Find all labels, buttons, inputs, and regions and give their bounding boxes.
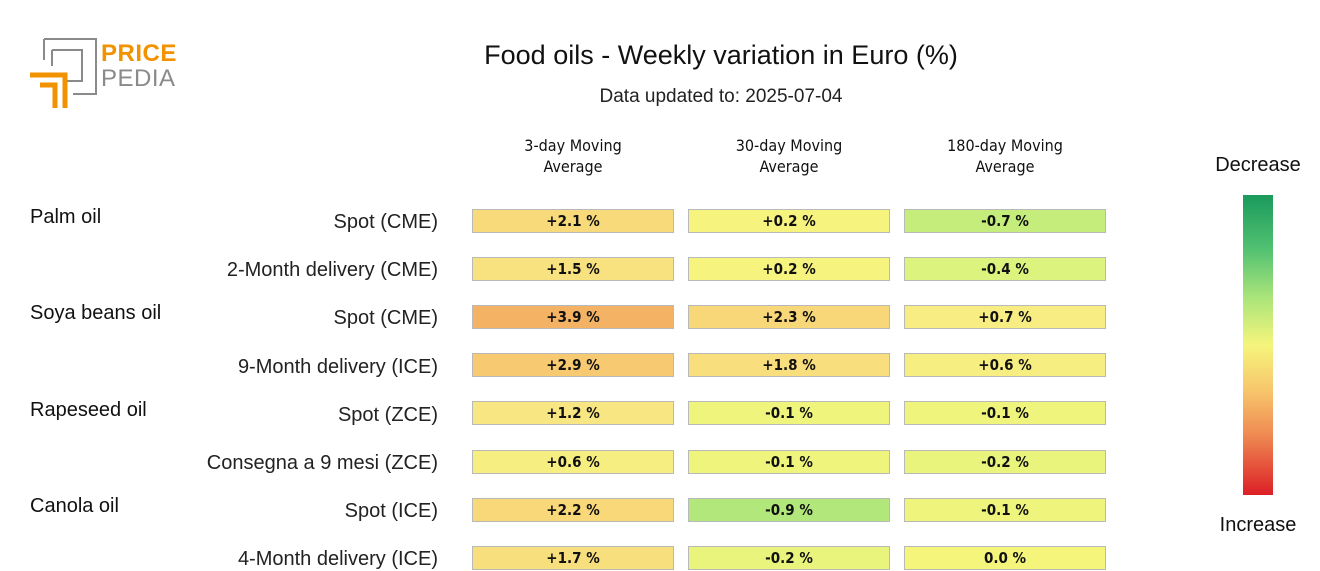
heatmap-cell: +2.1 % — [472, 209, 674, 233]
heatmap-cell: -0.1 % — [904, 401, 1106, 425]
logo-text-price: PRICE — [101, 40, 177, 67]
column-header-line: Average — [759, 157, 819, 176]
heatmap-cell: +0.2 % — [688, 257, 890, 281]
heatmap-cell: -0.2 % — [904, 450, 1106, 474]
heatmap-cell: +2.3 % — [688, 305, 890, 329]
column-header-180day: 180-day Moving Average — [904, 135, 1106, 177]
group-label-canola-oil: Canola oil — [30, 495, 119, 517]
heatmap-cell: -0.9 % — [688, 498, 890, 522]
heatmap-cell: +3.9 % — [472, 305, 674, 329]
row-label: Spot (CME) — [333, 211, 438, 233]
logo-mark-icon — [30, 38, 97, 108]
column-header-3day: 3-day Moving Average — [472, 135, 674, 177]
heatmap-cell: +0.6 % — [904, 353, 1106, 377]
heatmap-cell: -0.4 % — [904, 257, 1106, 281]
column-header-30day: 30-day Moving Average — [688, 135, 890, 177]
row-label: Spot (ZCE) — [337, 404, 438, 426]
row-label: 2-Month delivery (CME) — [226, 259, 438, 281]
heatmap-cell: +0.6 % — [472, 450, 674, 474]
heatmap-cell: +1.8 % — [688, 353, 890, 377]
row-label: Consegna a 9 mesi (ZCE) — [206, 452, 438, 474]
heatmap-cell: +1.2 % — [472, 401, 674, 425]
heatmap-cell: -0.1 % — [688, 450, 890, 474]
heatmap-cell: +1.7 % — [472, 546, 674, 570]
row-label: Spot (CME) — [333, 307, 438, 329]
group-label-palm-oil: Palm oil — [30, 206, 102, 228]
heatmap-cell: +1.5 % — [472, 257, 674, 281]
column-header-line: Average — [975, 157, 1035, 176]
group-label-rapeseed-oil: Rapeseed oil — [30, 399, 147, 421]
legend-label-decrease: Decrease — [1215, 154, 1301, 176]
row-label: Spot (ICE) — [344, 500, 438, 522]
row-label: 9-Month delivery (ICE) — [237, 356, 438, 378]
legend-label-increase: Increase — [1219, 514, 1297, 536]
heatmap-cell: -0.7 % — [904, 209, 1106, 233]
row-label: 4-Month delivery (ICE) — [237, 548, 438, 570]
group-label-soya-beans-oil: Soya beans oil — [30, 302, 162, 324]
heatmap-cell: 0.0 % — [904, 546, 1106, 570]
logo-text-pedia: PEDIA — [101, 65, 176, 92]
column-header-line: 30-day Moving — [735, 136, 843, 155]
heatmap-cell: +0.2 % — [688, 209, 890, 233]
heatmap-cell: +0.7 % — [904, 305, 1106, 329]
heatmap-cell: -0.1 % — [904, 498, 1106, 522]
heatmap-cell: -0.2 % — [688, 546, 890, 570]
heatmap-cell: -0.1 % — [688, 401, 890, 425]
chart-subtitle: Data updated to: 2025-07-04 — [599, 86, 843, 107]
column-header-line: 180-day Moving — [947, 136, 1063, 155]
color-scale-bar — [1243, 195, 1273, 495]
heatmap-cell: +2.9 % — [472, 353, 674, 377]
heatmap-cell: +2.2 % — [472, 498, 674, 522]
pricepedia-logo[interactable]: PRICE PEDIA — [30, 38, 190, 110]
column-header-line: 3-day Moving — [524, 136, 622, 155]
chart-title: Food oils - Weekly variation in Euro (%) — [484, 40, 958, 70]
column-header-line: Average — [543, 157, 603, 176]
